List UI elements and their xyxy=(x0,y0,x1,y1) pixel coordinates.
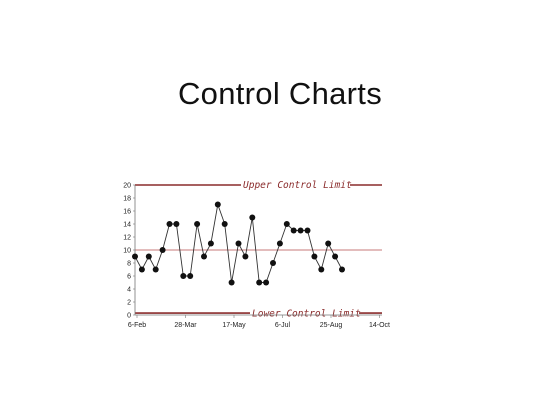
data-point xyxy=(207,240,214,247)
y-tick-label: 18 xyxy=(123,196,131,203)
x-tick-label: 6-Jul xyxy=(275,322,291,329)
y-tick-label: 16 xyxy=(123,209,131,216)
upper-control-limit-label: Upper Control Limit xyxy=(243,180,352,191)
y-tick-label: 8 xyxy=(127,261,131,268)
data-point xyxy=(145,253,152,260)
data-point xyxy=(138,266,145,273)
data-point xyxy=(283,221,290,227)
lower-control-limit-label: Lower Control Limit xyxy=(252,308,361,319)
data-point xyxy=(152,266,159,273)
data-point xyxy=(311,253,318,260)
y-tick-label: 12 xyxy=(123,235,131,242)
slide-title: Control Charts xyxy=(177,76,383,111)
data-point xyxy=(304,227,311,234)
x-tick-label: 14-Oct xyxy=(369,322,390,329)
data-point xyxy=(276,240,283,247)
data-point xyxy=(242,253,249,260)
y-tick-label: 2 xyxy=(127,300,131,307)
data-point xyxy=(235,240,242,247)
data-point xyxy=(339,266,345,273)
y-tick-label: 20 xyxy=(123,183,131,190)
data-point xyxy=(263,279,270,286)
data-point xyxy=(166,221,173,227)
y-tick-label: 14 xyxy=(123,222,131,229)
data-point xyxy=(194,221,201,227)
data-point xyxy=(332,253,339,260)
data-point xyxy=(180,273,187,279)
x-tick-label: 25-Aug xyxy=(320,322,343,329)
y-tick-label: 6 xyxy=(127,274,131,281)
data-point xyxy=(270,260,276,266)
data-point xyxy=(318,266,325,273)
y-tick-label: 4 xyxy=(127,287,131,294)
data-point xyxy=(256,279,263,286)
data-point xyxy=(159,247,166,253)
data-point xyxy=(214,201,221,208)
y-tick-label: 0 xyxy=(127,313,131,320)
y-tick-label: 10 xyxy=(123,248,131,255)
data-point xyxy=(132,253,138,260)
data-point xyxy=(290,227,297,234)
data-point xyxy=(221,221,228,227)
x-tick-label: 17-May xyxy=(222,322,246,329)
data-point xyxy=(325,240,332,247)
data-point xyxy=(187,273,194,279)
data-point xyxy=(173,221,180,227)
data-point xyxy=(228,279,235,286)
x-tick-label: 28-Mar xyxy=(174,322,197,329)
x-tick-label: 6-Feb xyxy=(128,322,146,329)
data-point xyxy=(201,253,207,260)
data-point xyxy=(297,227,304,234)
data-point xyxy=(249,214,256,221)
